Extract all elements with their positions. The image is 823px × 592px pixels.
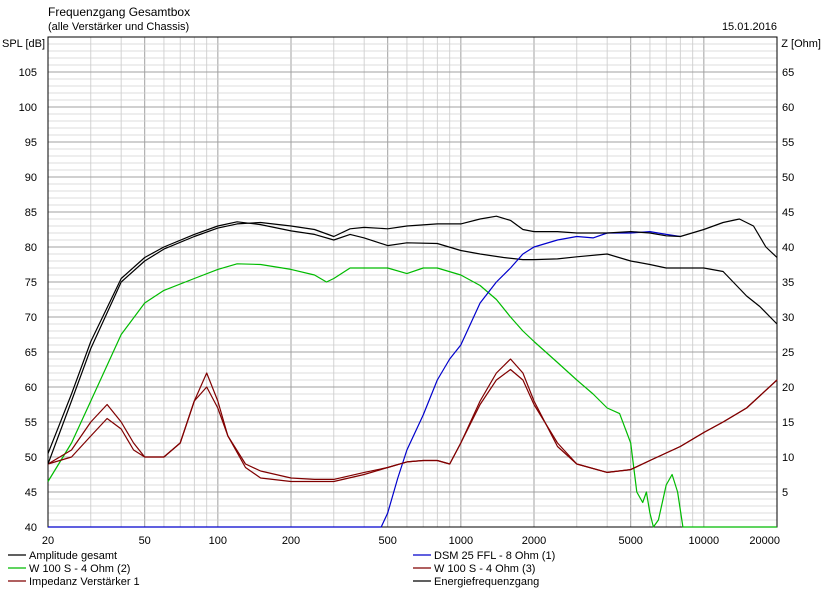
y2-tick-label: 45 [782, 207, 794, 219]
y-tick-label: 60 [25, 382, 37, 394]
y2-axis-label: Z [Ohm] [781, 38, 821, 50]
series-line-1 [47, 221, 778, 454]
chart-title: Frequenzgang Gesamtbox [48, 5, 190, 19]
y2-tick-label: 60 [782, 102, 794, 114]
series-line-3 [47, 358, 778, 483]
x-tick-label: 2000 [522, 535, 546, 547]
x-tick-label: 20000 [749, 535, 780, 547]
y2-tick-label: 55 [782, 137, 794, 149]
y2-tick-label: 15 [782, 417, 794, 429]
series-line-2 [47, 263, 777, 528]
plot-frame [47, 36, 778, 528]
legend-label-1: Amplitude gesamt [29, 550, 117, 562]
legend-label-2: W 100 S - 4 Ohm (2) [29, 563, 130, 575]
series-line-6 [47, 215, 778, 465]
legend-label-4: DSM 25 FFL - 8 Ohm (1) [434, 550, 555, 562]
x-tick-label: 100 [209, 535, 227, 547]
legend-label-6: Energiefrequenzgang [434, 576, 539, 588]
chart-date: 15.01.2016 [722, 21, 777, 33]
chart-subtitle: (alle Verstärker und Chassis) [48, 21, 189, 33]
y2-tick-label: 50 [782, 172, 794, 184]
y-tick-label: 40 [25, 522, 37, 534]
y-tick-label: 75 [25, 277, 37, 289]
y2-tick-label: 20 [782, 382, 794, 394]
y-tick-label: 105 [19, 67, 37, 79]
y-tick-label: 80 [25, 242, 37, 254]
x-tick-label: 20 [42, 535, 54, 547]
y2-tick-label: 25 [782, 347, 794, 359]
legend-label-5: W 100 S - 4 Ohm (3) [434, 563, 535, 575]
axis-ticks: 20 50 100 200 500 1000 2000 5000 10000 20000 40 45 5… [19, 67, 795, 547]
x-tick-label: 5000 [618, 535, 642, 547]
y-tick-label: 100 [19, 102, 37, 114]
series-line-4 [48, 231, 681, 528]
x-tick-label: 200 [282, 535, 300, 547]
y2-tick-label: 5 [782, 487, 788, 499]
y2-tick-label: 40 [782, 242, 794, 254]
y-axis-label: SPL [dB] [2, 38, 45, 50]
y-tick-label: 45 [25, 487, 37, 499]
x-tick-label: 10000 [689, 535, 720, 547]
y-tick-label: 70 [25, 312, 37, 324]
y2-tick-label: 65 [782, 67, 794, 79]
y-tick-label: 50 [25, 452, 37, 464]
data-series [47, 215, 778, 528]
y-tick-label: 55 [25, 417, 37, 429]
y-tick-label: 85 [25, 207, 37, 219]
y2-tick-label: 10 [782, 452, 794, 464]
y2-tick-label: 30 [782, 312, 794, 324]
x-tick-label: 50 [139, 535, 151, 547]
y-tick-label: 90 [25, 172, 37, 184]
y-tick-label: 65 [25, 347, 37, 359]
x-tick-label: 500 [379, 535, 397, 547]
y-tick-label: 95 [25, 137, 37, 149]
y2-tick-label: 35 [782, 277, 794, 289]
legend-label-3: Impedanz Verstärker 1 [29, 576, 140, 588]
series-line-5 [47, 368, 778, 480]
chart-grid [47, 37, 778, 527]
x-tick-label: 1000 [449, 535, 473, 547]
